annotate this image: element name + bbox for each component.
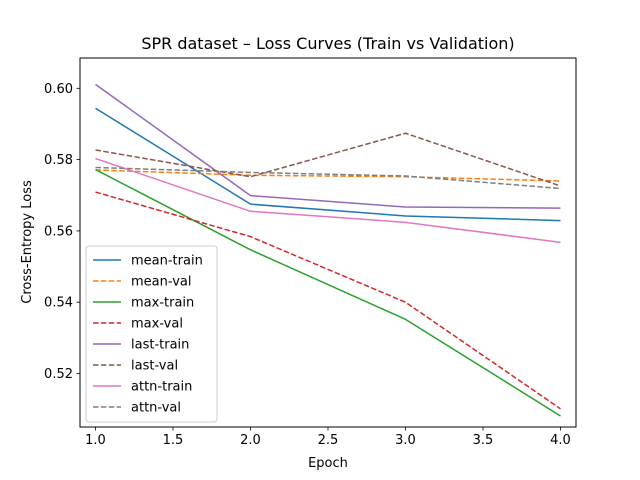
legend-label-attn-train: attn-train xyxy=(131,380,192,395)
series-line-last-val xyxy=(95,132,561,187)
x-tick-label: 3.0 xyxy=(395,433,416,448)
x-tick-label: 3.5 xyxy=(473,433,494,448)
x-tick-label: 4.0 xyxy=(550,433,571,448)
x-tick-label: 1.5 xyxy=(163,433,184,448)
legend-label-max-train: max-train xyxy=(131,296,194,311)
x-axis-ticks: 1.0 1.5 2.0 2.5 3.0 3.5 4.0 xyxy=(85,427,571,448)
legend-label-attn-val: attn-val xyxy=(131,401,181,416)
series-lines xyxy=(95,83,561,417)
y-axis-label: Cross-Entropy Loss xyxy=(20,180,35,304)
series-line-max-val xyxy=(95,191,561,410)
legend-label-last-train: last-train xyxy=(131,338,189,353)
y-tick-label: 0.60 xyxy=(44,82,73,97)
y-axis-ticks: 0.52 0.54 0.56 0.58 0.60 xyxy=(44,82,80,382)
x-tick-label: 2.0 xyxy=(240,433,261,448)
x-axis-label: Epoch xyxy=(308,456,348,471)
legend: mean-train mean-val max-train max-val last-t… xyxy=(85,245,218,423)
y-tick-label: 0.58 xyxy=(44,153,73,168)
legend-box xyxy=(85,245,218,423)
series-line-mean-train xyxy=(95,107,561,222)
legend-label-last-val: last-val xyxy=(131,359,178,374)
legend-label-mean-train: mean-train xyxy=(131,254,203,269)
y-tick-label: 0.56 xyxy=(44,224,73,239)
series-line-attn-val xyxy=(95,166,561,190)
x-tick-label: 1.0 xyxy=(85,433,106,448)
series-line-mean-val xyxy=(95,169,561,182)
chart-title: SPR dataset – Loss Curves (Train vs Vali… xyxy=(141,34,514,53)
y-tick-label: 0.54 xyxy=(44,296,73,311)
legend-label-mean-val: mean-val xyxy=(131,275,191,290)
x-tick-label: 2.5 xyxy=(318,433,339,448)
series-line-max-train xyxy=(95,168,561,417)
series-line-last-train xyxy=(95,83,561,209)
y-tick-label: 0.52 xyxy=(44,367,73,382)
series-line-attn-train xyxy=(95,157,561,244)
legend-label-max-val: max-val xyxy=(131,317,183,332)
